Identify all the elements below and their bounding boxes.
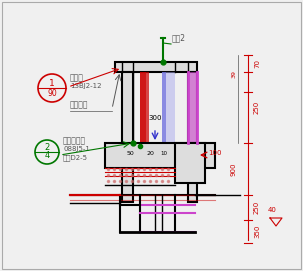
Text: 90: 90	[47, 89, 57, 98]
Bar	[115, 62, 197, 72]
Text: 350: 350	[254, 225, 260, 238]
Text: 13BJ2-12: 13BJ2-12	[70, 83, 102, 89]
Text: 088J5-1: 088J5-1	[63, 146, 90, 152]
Text: 40: 40	[268, 207, 277, 213]
Bar	[188, 72, 197, 202]
Text: 20: 20	[146, 151, 154, 156]
Text: 50: 50	[126, 151, 134, 156]
Text: 10: 10	[161, 151, 168, 156]
Bar	[105, 143, 215, 168]
Text: 250: 250	[254, 101, 260, 114]
Text: 铝板压顶: 铝板压顶	[70, 100, 88, 109]
Text: 平屋D2-5: 平屋D2-5	[63, 154, 88, 161]
Bar	[162, 72, 175, 143]
Bar	[188, 72, 197, 143]
Bar	[162, 72, 166, 143]
Text: 300: 300	[148, 115, 162, 121]
Text: 250: 250	[254, 201, 260, 214]
Text: 1: 1	[49, 79, 55, 88]
Text: 900: 900	[231, 162, 237, 176]
Bar	[140, 72, 146, 143]
Text: 4: 4	[44, 151, 50, 160]
Bar	[122, 72, 133, 202]
Text: 防水收头详: 防水收头详	[63, 136, 86, 145]
Text: 2: 2	[44, 144, 50, 153]
Text: 39: 39	[231, 69, 237, 78]
Text: 女儿墙: 女儿墙	[70, 73, 84, 82]
Bar	[175, 143, 205, 183]
Text: 100: 100	[208, 150, 221, 156]
Text: 70: 70	[254, 59, 260, 68]
Text: 栏杆2: 栏杆2	[172, 33, 186, 42]
Bar	[146, 72, 149, 143]
